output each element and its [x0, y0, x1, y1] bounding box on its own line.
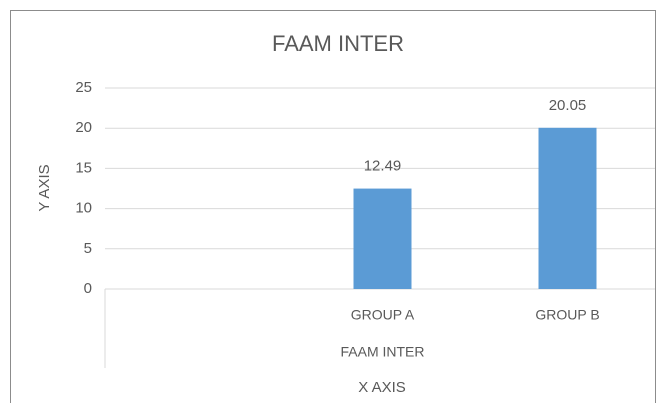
x-axis-title: X AXIS [358, 379, 406, 396]
y-tick-label: 5 [84, 240, 92, 257]
y-tick-label: 20 [75, 119, 92, 136]
y-tick-label: 15 [75, 159, 92, 176]
bar [538, 127, 597, 289]
chart-title: FAAM INTER [272, 31, 404, 56]
x-tick-label: GROUP A [351, 307, 415, 323]
x-tick-label: GROUP B [535, 307, 599, 323]
bar [353, 188, 412, 289]
y-axis-title: Y AXIS [36, 164, 53, 211]
data-label: 12.49 [364, 158, 402, 175]
data-label: 20.05 [549, 97, 587, 114]
y-tick-label: 10 [75, 200, 92, 217]
y-tick-label: 25 [75, 79, 92, 96]
group-label: FAAM INTER [340, 344, 424, 360]
y-tick-label: 0 [84, 280, 92, 297]
